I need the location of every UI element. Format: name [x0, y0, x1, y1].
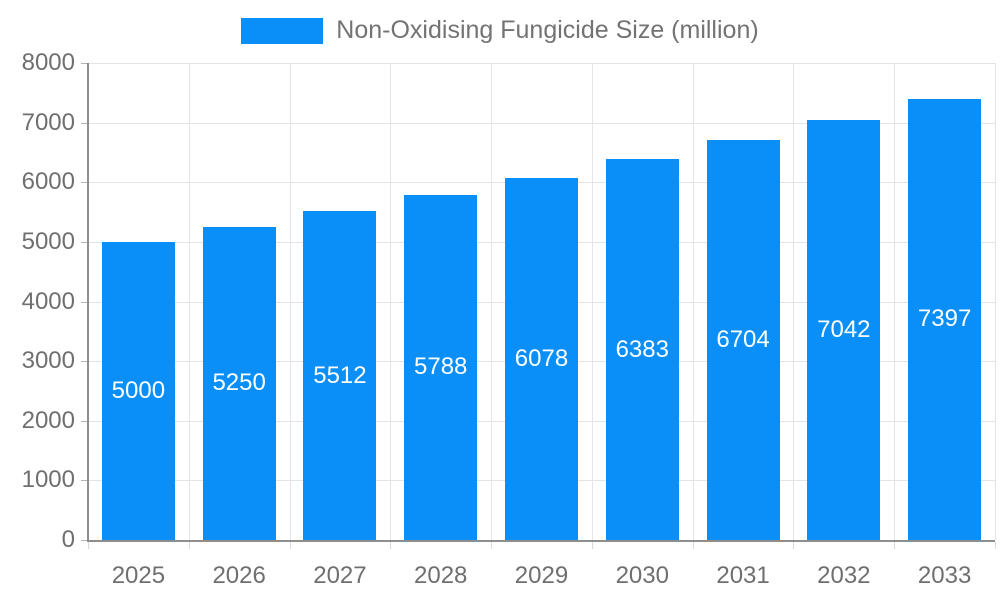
y-tick-label: 5000: [21, 227, 75, 255]
x-grid-line: [894, 63, 896, 540]
legend-label: Non-Oxidising Fungicide Size (million): [336, 16, 759, 44]
legend: Non-Oxidising Fungicide Size (million): [0, 16, 1000, 45]
bar[interactable]: 6078: [505, 177, 578, 540]
bar[interactable]: 7042: [807, 120, 881, 540]
bar[interactable]: 5788: [404, 194, 478, 540]
bar-value-label: 6078: [514, 344, 569, 372]
y-tick-label: 3000: [21, 347, 75, 375]
y-axis-tick: [81, 420, 88, 422]
x-grid-line: [793, 63, 795, 540]
y-axis-tick: [81, 122, 88, 124]
legend-swatch-icon: [241, 17, 324, 44]
x-grid-line: [188, 63, 190, 540]
x-tick-label: 2025: [111, 562, 166, 589]
y-tick-label: 0: [61, 526, 75, 553]
y-axis-tick: [81, 63, 88, 64]
x-axis-tick: [289, 542, 291, 549]
bar[interactable]: 5000: [101, 241, 175, 540]
y-axis-tick: [81, 301, 88, 303]
x-tick-label: 2032: [817, 562, 871, 589]
bar[interactable]: 6383: [605, 159, 679, 540]
x-tick-label: 2029: [514, 562, 569, 589]
y-axis-tick: [81, 540, 88, 541]
bar[interactable]: 7397: [908, 98, 982, 540]
x-axis-tick: [995, 542, 996, 549]
x-axis-tick: [390, 542, 392, 549]
bar[interactable]: 5250: [202, 226, 276, 540]
bar-value-label: 6383: [615, 335, 669, 363]
y-tick-label: 6000: [21, 168, 75, 196]
y-tick-label: 1000: [21, 466, 75, 494]
x-grid-line: [390, 63, 392, 540]
y-tick-label: 8000: [21, 49, 75, 76]
bar[interactable]: 5512: [303, 211, 377, 540]
y-axis-tick: [81, 361, 88, 363]
bar[interactable]: 6704: [706, 140, 780, 540]
x-grid-line: [995, 63, 996, 540]
bar-value-label: 6704: [716, 326, 770, 354]
y-tick-label: 7000: [21, 108, 75, 136]
x-grid-line: [289, 63, 291, 540]
x-grid-line: [491, 63, 493, 540]
x-axis-tick: [591, 542, 593, 549]
y-axis-tick: [81, 241, 88, 243]
y-axis-line: [87, 63, 89, 540]
legend-item[interactable]: Non-Oxidising Fungicide Size (million): [241, 16, 759, 45]
bar-value-label: 7397: [917, 305, 972, 333]
x-tick-label: 2028: [414, 562, 468, 589]
x-axis-tick: [491, 542, 493, 549]
bar-value-label: 5788: [414, 353, 468, 381]
x-axis-tick: [88, 542, 89, 549]
y-axis-tick: [81, 480, 88, 482]
x-tick-label: 2033: [917, 562, 972, 589]
x-axis-tick: [188, 542, 190, 549]
bar-value-label: 5250: [212, 369, 266, 397]
y-tick-label: 2000: [21, 406, 75, 434]
y-axis-tick: [81, 182, 88, 184]
x-tick-label: 2026: [212, 562, 266, 589]
y-grid-line: [88, 63, 995, 64]
x-axis-tick: [894, 542, 896, 549]
y-tick-label: 4000: [21, 287, 75, 315]
x-tick-label: 2027: [313, 562, 367, 589]
x-grid-line: [692, 63, 694, 540]
x-axis-tick: [692, 542, 694, 549]
bar-value-label: 5512: [313, 361, 367, 389]
x-tick-label: 2030: [615, 562, 669, 589]
x-tick-label: 2031: [716, 562, 770, 589]
x-axis-line: [87, 540, 995, 542]
bar-value-label: 7042: [817, 316, 871, 344]
x-grid-line: [591, 63, 593, 540]
y-grid-line: [88, 122, 995, 124]
bar-value-label: 5000: [111, 376, 166, 404]
x-axis-tick: [793, 542, 795, 549]
